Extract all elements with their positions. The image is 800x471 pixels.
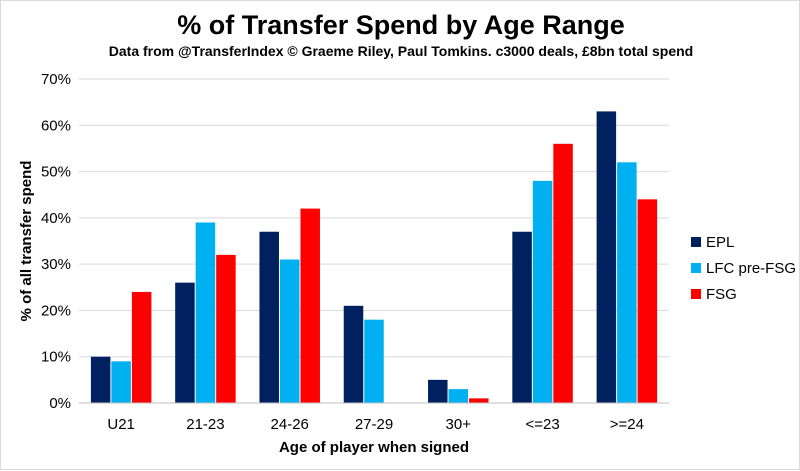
y-tick-label: 60% xyxy=(41,117,71,134)
y-axis-ticks: 0% 10% 20% 30% 40% 50% 60% 70% xyxy=(41,71,71,412)
bars xyxy=(90,111,658,404)
x-tick-label: <=23 xyxy=(525,416,559,433)
bar xyxy=(596,111,617,404)
bar xyxy=(259,231,279,403)
bar xyxy=(300,208,320,403)
bar xyxy=(364,319,384,403)
legend-label: FSG xyxy=(706,286,737,303)
y-tick-label: 10% xyxy=(41,349,71,366)
x-tick-label: 30+ xyxy=(446,416,472,433)
bar xyxy=(111,361,131,403)
bar xyxy=(90,356,111,403)
y-tick-label: 40% xyxy=(41,210,71,227)
bar xyxy=(532,180,553,403)
bar xyxy=(448,389,469,403)
bar xyxy=(175,282,195,403)
x-axis-title: Age of player when signed xyxy=(279,439,469,456)
bar xyxy=(279,259,300,403)
bar xyxy=(131,291,152,403)
legend-label: LFC pre-FSG xyxy=(706,260,796,277)
y-tick-label: 50% xyxy=(41,164,71,181)
chart-title: % of Transfer Spend by Age Range xyxy=(177,10,625,40)
legend-swatch xyxy=(691,289,701,299)
bar xyxy=(216,254,236,403)
bar xyxy=(469,398,489,403)
bar xyxy=(343,305,364,403)
gridlines xyxy=(79,78,669,358)
bar xyxy=(512,231,532,403)
y-tick-label: 0% xyxy=(49,395,71,412)
x-tick-label: >=24 xyxy=(610,416,644,433)
legend-label: EPL xyxy=(706,234,734,251)
x-tick-label: 27-29 xyxy=(355,416,393,433)
legend: EPL LFC pre-FSG FSG xyxy=(691,234,796,303)
legend-swatch xyxy=(691,263,701,273)
x-tick-label: 21-23 xyxy=(186,416,224,433)
bar xyxy=(428,379,448,403)
y-tick-label: 30% xyxy=(41,256,71,273)
x-tick-label: 24-26 xyxy=(271,416,309,433)
legend-swatch xyxy=(691,237,701,247)
bar xyxy=(195,222,216,403)
bar xyxy=(553,143,573,404)
bar xyxy=(617,162,637,403)
x-tick-label: U21 xyxy=(107,416,135,433)
chart-subtitle: Data from @TransferIndex © Graeme Riley,… xyxy=(109,43,693,59)
bar xyxy=(637,199,658,403)
y-tick-label: 70% xyxy=(41,71,71,88)
y-tick-label: 20% xyxy=(41,302,71,319)
x-axis-ticks: U21 21-23 24-26 27-29 30+ <=23 >=24 xyxy=(107,416,644,433)
y-axis-title: % of all transfer spend xyxy=(18,161,35,322)
